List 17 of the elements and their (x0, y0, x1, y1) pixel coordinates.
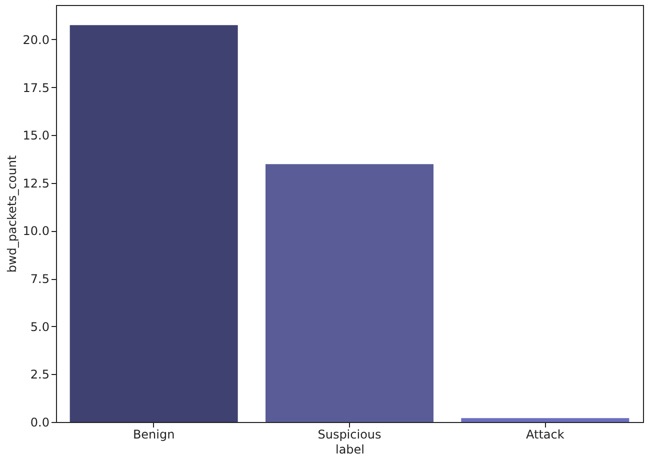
y-tick-label: 2.5 (30, 368, 50, 382)
y-tick-label: 17.5 (22, 80, 50, 95)
x-tick-label: Benign (132, 428, 175, 442)
y-tick-label: 12.5 (22, 176, 50, 190)
y-tick-label: 5.0 (30, 320, 50, 334)
bar (266, 164, 434, 422)
y-tick-label: 20.0 (22, 32, 50, 47)
y-tick-label: 0.0 (30, 416, 50, 430)
y-tick-label: 10.0 (22, 224, 50, 238)
x-tick-label: Attack (526, 428, 564, 442)
y-tick-label: 7.5 (30, 272, 50, 286)
x-tick-label: Suspicious (318, 428, 382, 442)
y-axis-title: bwd_packets_count (4, 155, 19, 273)
x-axis-title: label (335, 442, 365, 456)
bar (70, 25, 238, 422)
bar (461, 418, 630, 422)
y-tick-label: 15.0 (22, 128, 50, 143)
